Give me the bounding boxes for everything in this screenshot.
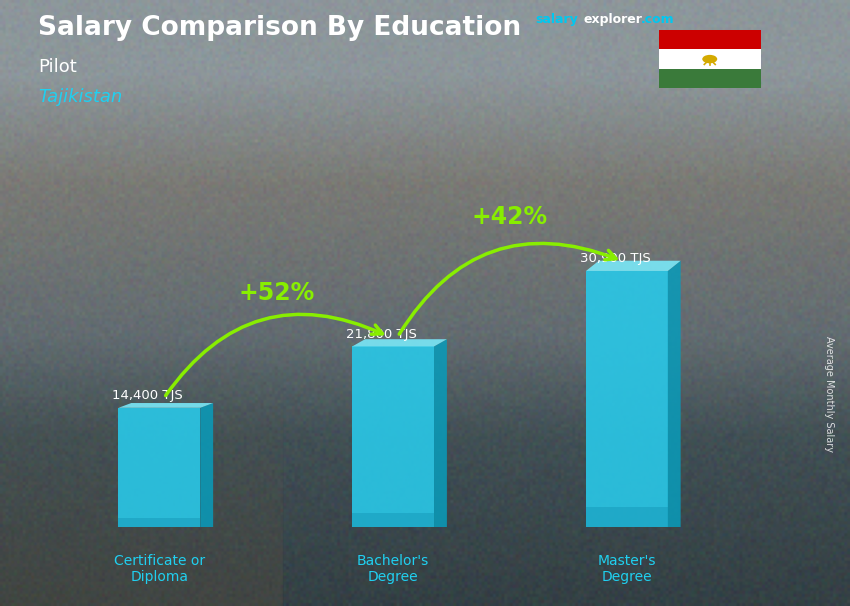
Bar bbox=[352, 513, 434, 527]
Polygon shape bbox=[201, 403, 213, 527]
Polygon shape bbox=[434, 339, 447, 527]
Text: 14,400 TJS: 14,400 TJS bbox=[112, 389, 183, 402]
Polygon shape bbox=[668, 261, 681, 527]
Text: Salary Comparison By Education: Salary Comparison By Education bbox=[38, 15, 521, 41]
Polygon shape bbox=[352, 339, 447, 347]
Bar bbox=[118, 518, 201, 527]
Text: +42%: +42% bbox=[472, 205, 548, 230]
Text: explorer: explorer bbox=[583, 13, 642, 26]
Polygon shape bbox=[118, 403, 213, 408]
FancyBboxPatch shape bbox=[352, 347, 434, 527]
Bar bbox=[586, 507, 668, 527]
Text: Pilot: Pilot bbox=[38, 58, 77, 76]
Text: Certificate or
Diploma: Certificate or Diploma bbox=[114, 554, 205, 584]
Text: Bachelor's
Degree: Bachelor's Degree bbox=[357, 554, 429, 584]
FancyBboxPatch shape bbox=[586, 271, 668, 527]
Text: +52%: +52% bbox=[238, 281, 314, 305]
Text: Average Monthly Salary: Average Monthly Salary bbox=[824, 336, 834, 452]
Circle shape bbox=[702, 55, 717, 63]
Text: 30,900 TJS: 30,900 TJS bbox=[580, 252, 650, 265]
Text: Tajikistan: Tajikistan bbox=[38, 88, 122, 106]
Text: 21,800 TJS: 21,800 TJS bbox=[346, 328, 416, 341]
Bar bbox=[659, 50, 761, 68]
Polygon shape bbox=[586, 261, 681, 271]
Bar bbox=[659, 68, 761, 88]
Text: Master's
Degree: Master's Degree bbox=[598, 554, 656, 584]
FancyBboxPatch shape bbox=[118, 408, 201, 527]
Text: salary: salary bbox=[536, 13, 578, 26]
Text: .com: .com bbox=[641, 13, 675, 26]
Bar bbox=[659, 30, 761, 50]
